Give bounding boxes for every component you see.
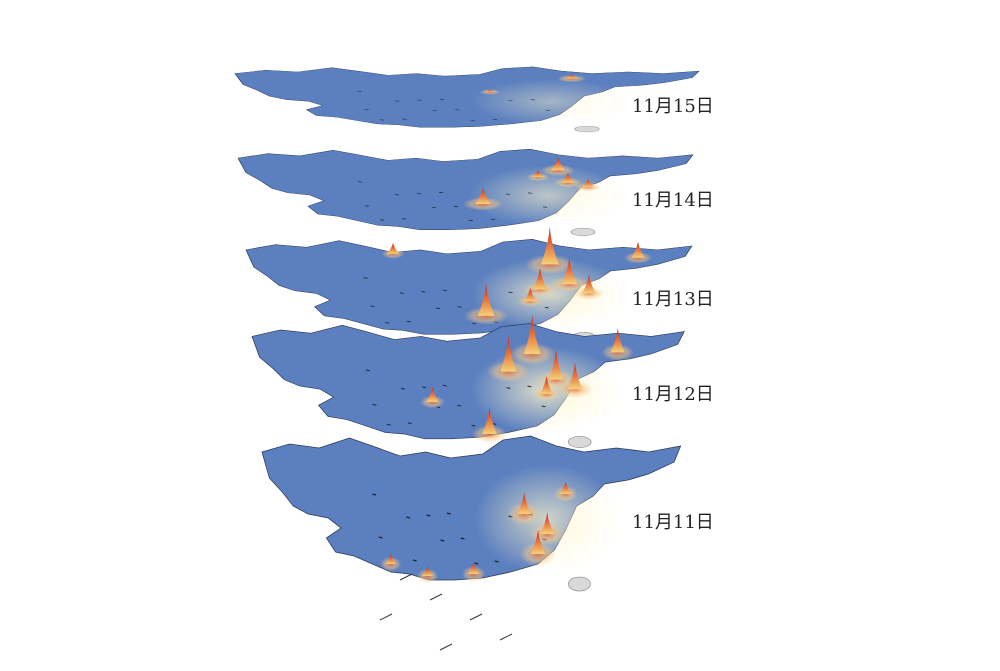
boundary-dash	[430, 594, 442, 600]
boundary-dash	[440, 644, 452, 650]
island-shape	[568, 436, 591, 447]
boundary-dash	[500, 634, 512, 640]
date-label-11-11: 11月11日	[632, 508, 714, 534]
date-label-11-12: 11月12日	[632, 380, 714, 406]
density-glow	[470, 79, 633, 125]
boundary-dash	[470, 614, 482, 620]
date-label-11-14: 11月14日	[632, 186, 714, 212]
map-layer-11-14	[238, 149, 693, 236]
map-layer-11-12	[252, 315, 684, 448]
density-peak	[387, 243, 399, 254]
date-label-11-13: 11月13日	[632, 285, 714, 311]
island-shape	[575, 126, 599, 132]
island-shape	[571, 228, 595, 236]
map-layer-11-11	[262, 436, 681, 591]
island-shape	[568, 577, 590, 591]
date-label-11-15: 11月15日	[632, 92, 714, 118]
boundary-dash	[400, 574, 412, 580]
map-layer-11-13	[246, 227, 692, 342]
map-layer-11-15	[235, 67, 699, 132]
boundary-dash	[380, 614, 392, 620]
